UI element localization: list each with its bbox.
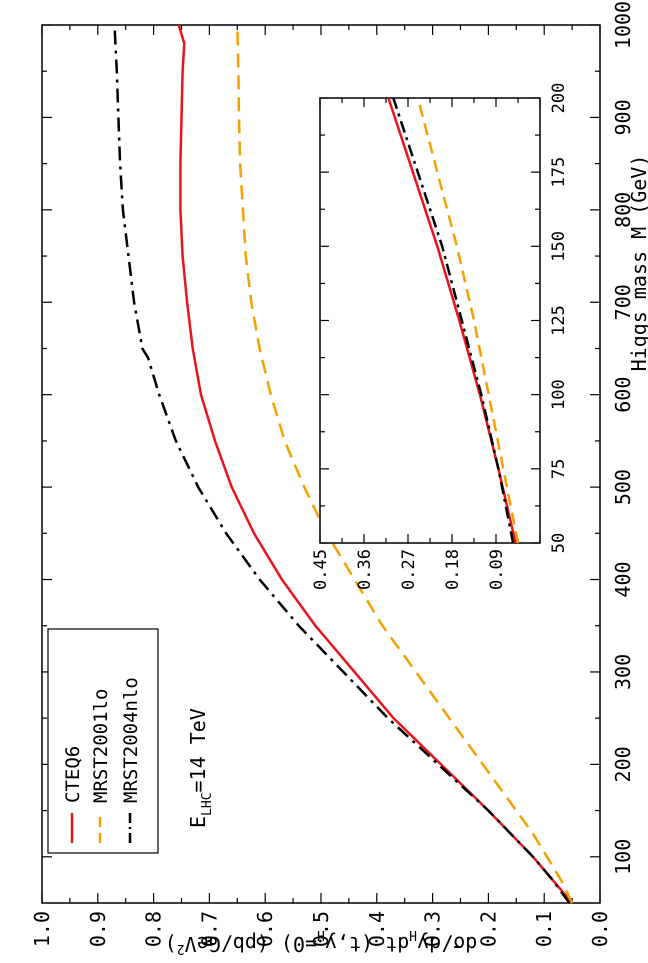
x-tick-label: 1000 <box>611 1 635 49</box>
inset-y-tick-label: 0.27 <box>399 549 419 590</box>
legend-label-cteq6: CTEQ6 <box>62 746 84 803</box>
inset-x-tick-label: 50 <box>549 533 569 553</box>
inset-plot-frame <box>319 97 541 544</box>
legend-label-mrst2001lo: MRST2001lo <box>90 689 112 803</box>
y-tick-label: 0.6 <box>253 911 277 947</box>
x-axis-label: Higgs mass M (GeV) <box>627 155 648 372</box>
y-axis-label: dσ/dyHdt (t,yH=0) (pb/GeV2) <box>165 927 478 956</box>
inset-x-tick-label: 150 <box>549 231 569 262</box>
inset-ticks: 50 75 100 125 150 175 200 0.09 0.18 0.27 0.36 0.45 <box>311 83 569 590</box>
x-tick-label: 800 <box>611 192 635 228</box>
inset-y-tick-label: 0.09 <box>487 549 507 590</box>
inset-x-tick-label: 175 <box>549 157 569 188</box>
legend-label-mrst2004nlo: MRST2004nlo <box>120 677 142 803</box>
y-tick-label: 0.3 <box>421 911 445 947</box>
series-line-cteq6 <box>177 24 574 904</box>
inset-series-group <box>387 98 520 543</box>
legend: CTEQ6 MRST2001lo MRST2004nlo <box>47 628 159 854</box>
inset-plot: 50 75 100 125 150 175 200 0.09 0.18 0.27 0.36 0.45 <box>311 83 569 590</box>
energy-annotation: ELHC=14 TeV <box>186 708 215 828</box>
x-tick-label: 400 <box>611 561 635 597</box>
inset-y-tick-label: 0.45 <box>311 549 331 590</box>
inset-x-tick-label: 125 <box>549 305 569 336</box>
x-tick-label: 600 <box>611 377 635 413</box>
x-tick-label: 300 <box>611 654 635 690</box>
x-tick-label: 100 <box>611 839 635 875</box>
inset-x-tick-label: 200 <box>549 83 569 114</box>
main-ticks: 100 200 300 400 500 600 700 800 900 1000 0.0 0.1 0.2… <box>30 1 635 947</box>
y-tick-label: 0.7 <box>197 911 221 947</box>
inset-y-tick-label: 0.36 <box>355 549 375 590</box>
rotated-plot-group: 100 200 300 400 500 600 700 800 900 1000 0.0 0.1 0.2… <box>30 1 648 956</box>
inset-series-line-mrst2004nlo <box>392 98 515 543</box>
y-tick-label: 0.1 <box>532 911 556 947</box>
x-tick-label: 500 <box>611 469 635 505</box>
y-tick-label: 0.0 <box>588 911 612 947</box>
y-tick-label: 0.2 <box>476 911 500 947</box>
y-tick-label: 0.8 <box>142 911 166 947</box>
y-tick-label: 0.4 <box>365 911 389 947</box>
series-line-mrst2004nlo <box>113 24 571 904</box>
inset-x-tick-label: 75 <box>549 459 569 479</box>
inset-x-tick-label: 100 <box>549 379 569 410</box>
y-tick-label: 0.9 <box>86 911 110 947</box>
main-series-group <box>113 24 574 904</box>
series-line-mrst2001lo <box>236 24 574 904</box>
x-tick-label: 700 <box>611 284 635 320</box>
x-tick-label: 900 <box>611 99 635 135</box>
y-tick-label: 1.0 <box>30 911 54 947</box>
y-tick-label: 0.5 <box>309 911 333 947</box>
inset-y-tick-label: 0.18 <box>443 549 463 590</box>
legend-box <box>47 628 159 854</box>
x-tick-label: 200 <box>611 746 635 782</box>
